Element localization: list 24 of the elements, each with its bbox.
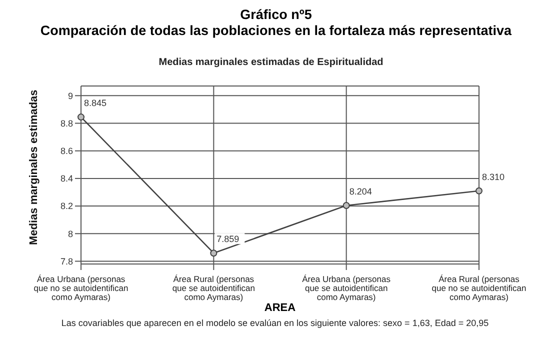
y-tick-label: 8.6	[60, 146, 73, 156]
y-tick-label: 8	[68, 228, 73, 239]
point	[210, 250, 218, 257]
chart-title: Gráfico nº5 Comparación de todas las poblaciones en la fortaleza más representativa	[39, 7, 513, 39]
y-tick-label: 9	[68, 90, 73, 101]
point	[342, 202, 350, 209]
point	[78, 114, 84, 121]
text: Las covariables que aparecen en el modelo se evalúan en los siguiente valores: sexo = 1,63, Edad = 20,95	[60, 318, 490, 329]
data-label: 8.204	[349, 186, 372, 196]
x-tick-label: Área Urbana (personas que no se autoidentifican como Aymaras)	[34, 274, 129, 302]
chart-subtitle: Medias marginales estimadas de Espiritualidad	[158, 57, 384, 68]
x-axis-title: AREA	[263, 302, 297, 314]
x-tick-label: Área Rural (personas que se autoidentifican como Aymaras)	[172, 274, 256, 302]
y-tick-label: 8.2	[60, 201, 73, 212]
y-tick-label: 8.8	[60, 118, 73, 128]
data-label: 7.859	[216, 234, 240, 244]
data-label: 8.310	[482, 172, 505, 182]
point	[476, 187, 482, 194]
x-tick-label: Área Rural (personas que no se autoidentifican como Aymaras)	[432, 274, 527, 302]
x-tick-label: Área Urbana (personas que se autoidentifican como Aymaras)	[302, 274, 391, 302]
y-tick-label: 7.8	[60, 256, 73, 266]
y-axis-title: Medias marginales estimadas	[28, 90, 40, 245]
y-tick-label: 8.4	[60, 174, 73, 184]
data-label: 8.845	[84, 98, 107, 108]
